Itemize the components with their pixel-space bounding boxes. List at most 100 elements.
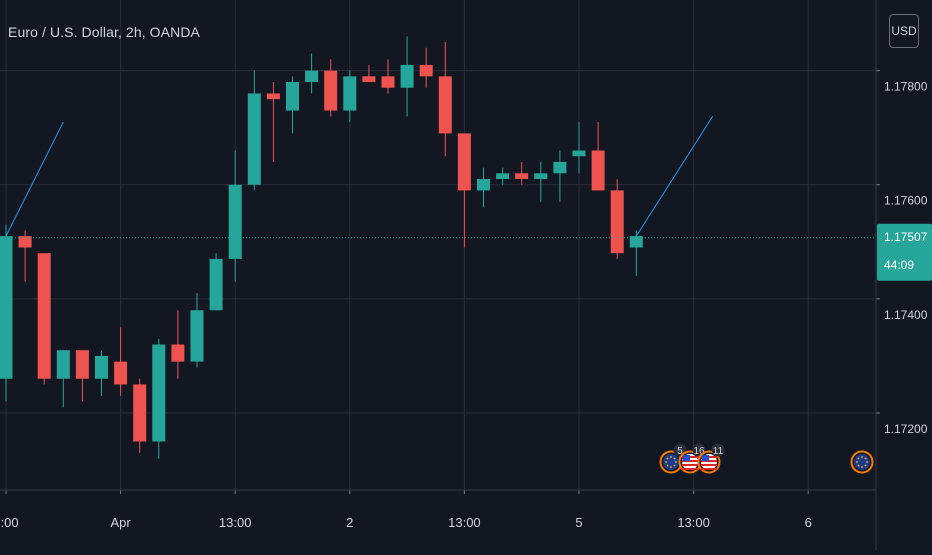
economic-event-eu[interactable]: 5 [659, 443, 687, 474]
eu-star [675, 461, 677, 463]
candle-body [266, 93, 280, 100]
candle-up[interactable] [534, 161, 548, 202]
candle-body [56, 350, 70, 379]
candle-up[interactable] [496, 167, 510, 185]
eu-star [670, 456, 672, 458]
candle-body [171, 344, 185, 362]
candle-up[interactable] [343, 70, 357, 122]
currency-button[interactable]: USD [889, 14, 919, 48]
candle-body [362, 76, 376, 83]
candle-up[interactable] [572, 121, 586, 174]
candle-down[interactable] [515, 161, 529, 185]
eu-star [673, 457, 676, 460]
candle-body [591, 150, 605, 191]
candle-down[interactable] [438, 42, 452, 157]
eu-star [857, 457, 860, 460]
candle-up[interactable] [286, 76, 299, 134]
candle-body [37, 253, 51, 379]
candle-body [457, 133, 471, 191]
candle-down[interactable] [381, 59, 395, 94]
us-canton [702, 455, 709, 461]
candle-body [190, 310, 204, 362]
candle-down[interactable] [18, 230, 32, 282]
event-count: 11 [713, 446, 724, 457]
x-tick-label: 5 [575, 515, 582, 530]
candle-body [610, 190, 624, 254]
candle-up[interactable] [228, 150, 242, 282]
candle-up[interactable] [305, 53, 319, 94]
candle-body [381, 76, 395, 88]
candle-body [553, 161, 567, 174]
candle-down[interactable] [610, 179, 624, 259]
candle-up[interactable] [0, 224, 13, 402]
candle-body [515, 173, 529, 180]
candle-body [477, 179, 490, 191]
economic-event-eu[interactable] [850, 450, 874, 474]
x-tick-label: 13:00 [677, 515, 710, 530]
candle-body [438, 76, 452, 134]
x-tick-label: 3:00 [0, 515, 19, 530]
candle-up[interactable] [190, 293, 204, 368]
trend-line[interactable] [5, 121, 64, 237]
economic-event-us[interactable]: 11 [697, 443, 725, 474]
y-tick-label: 1.17800 [884, 80, 928, 94]
trend-line[interactable] [635, 115, 714, 237]
candle-down[interactable] [419, 47, 433, 88]
eu-star [670, 466, 672, 468]
candle-body [343, 76, 357, 111]
candle-down[interactable] [457, 133, 471, 248]
y-tick-label: 1.17400 [884, 308, 928, 322]
x-tick-label: 13:00 [448, 515, 481, 530]
candle-body [286, 82, 299, 111]
candle-body [496, 173, 510, 180]
candle-up[interactable] [209, 253, 223, 311]
candle-body [18, 236, 32, 248]
candle-body [95, 355, 108, 379]
candle-down[interactable] [324, 59, 338, 117]
eu-star [666, 457, 669, 460]
candle-body [228, 184, 242, 259]
us-stripe [701, 464, 717, 466]
x-tick-label: 2 [346, 515, 353, 530]
candle-body [75, 350, 89, 379]
candle-down[interactable] [171, 310, 185, 379]
candle-up[interactable] [247, 70, 261, 191]
eu-star [857, 464, 860, 467]
price-badge-value: 1.17507 [884, 230, 928, 244]
candle-down[interactable] [37, 253, 51, 385]
y-tick-label: 1.17600 [884, 194, 928, 208]
event-count-bg [711, 443, 725, 457]
candle-up[interactable] [56, 350, 70, 408]
event-count: 16 [693, 446, 705, 457]
candle-up[interactable] [477, 167, 490, 208]
candle-body [572, 150, 586, 157]
candle-up[interactable] [629, 230, 643, 277]
candle-body [152, 344, 166, 442]
candle-body [324, 70, 338, 111]
candle-down[interactable] [133, 378, 147, 453]
us-stripe [682, 468, 698, 470]
eu-star [666, 464, 669, 467]
candle-down[interactable] [75, 350, 89, 402]
candle-body [209, 258, 223, 311]
candle-down[interactable] [591, 121, 605, 191]
candle-down[interactable] [114, 327, 128, 396]
us-stripe [701, 468, 717, 470]
eu-star [866, 461, 868, 463]
eu-star [861, 456, 863, 458]
candle-down[interactable] [362, 64, 376, 83]
candle-up[interactable] [152, 338, 166, 459]
candle-up[interactable] [400, 36, 414, 117]
chart-title: Euro / U.S. Dollar, 2h, OANDA [8, 24, 200, 40]
eu-star [864, 457, 867, 460]
candle-body [534, 173, 548, 180]
candle-up[interactable] [553, 150, 567, 202]
event-count: 5 [677, 446, 683, 457]
candle-down[interactable] [266, 82, 280, 162]
candle-body [133, 384, 147, 442]
x-tick-label: 6 [805, 515, 812, 530]
candle-up[interactable] [95, 350, 108, 396]
eu-star [864, 464, 867, 467]
